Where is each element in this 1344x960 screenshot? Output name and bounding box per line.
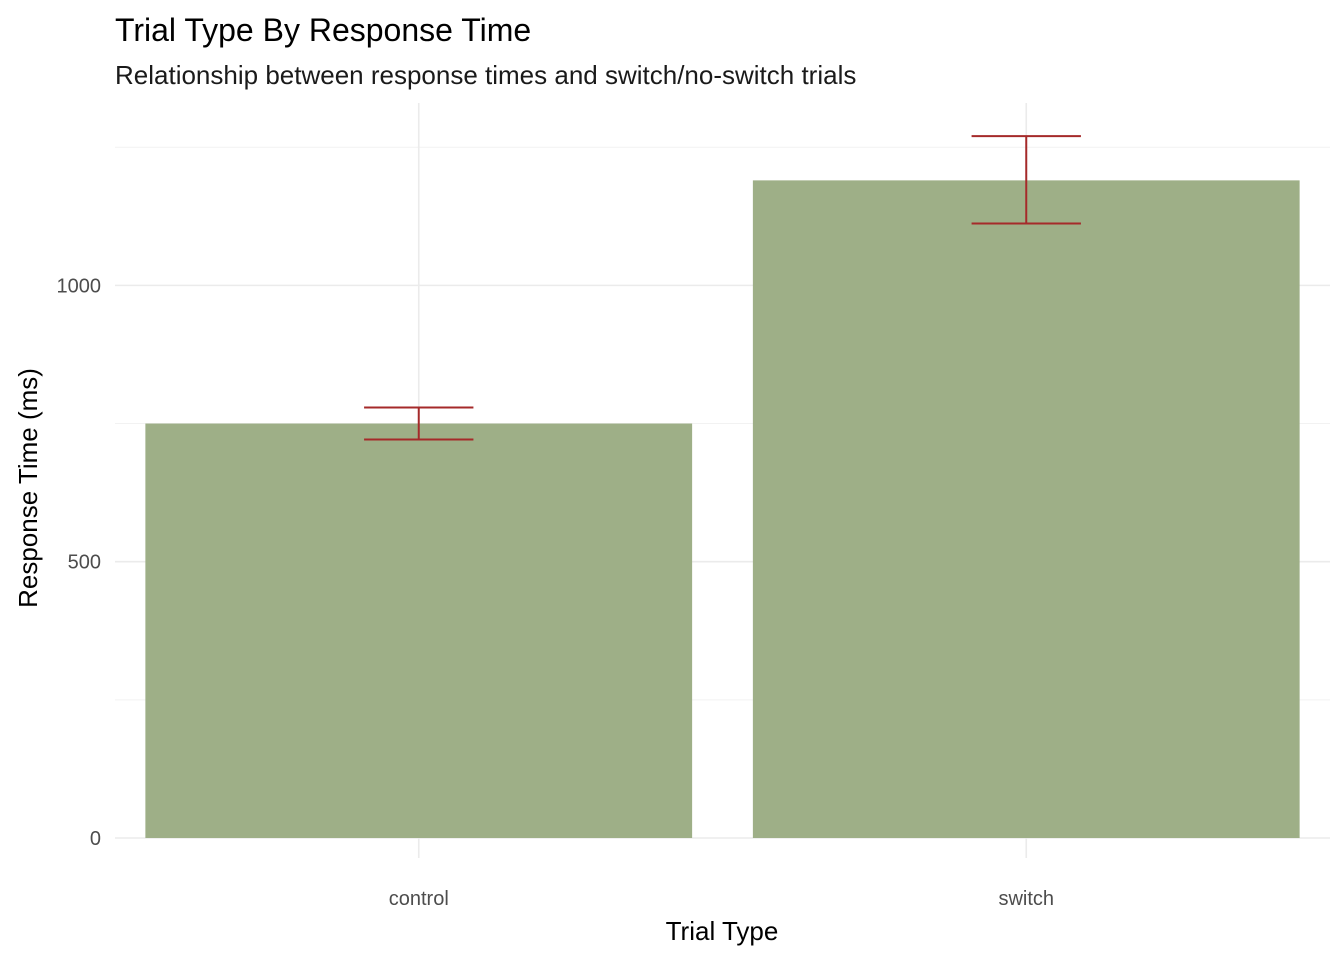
y-tick-label: 0 — [90, 828, 101, 850]
x-tick-label: control — [389, 888, 449, 910]
error-bar-control — [364, 406, 474, 441]
chart-subtitle: Relationship between response times and … — [115, 60, 856, 90]
x-tick-label: switch — [998, 888, 1054, 910]
y-tick-label: 500 — [68, 552, 101, 574]
x-axis-title: Trial Type — [666, 916, 779, 946]
error-bar-switch — [971, 135, 1081, 225]
bar-switch — [752, 180, 1300, 839]
bars — [145, 180, 1300, 839]
y-axis-ticks: 0 500 1000 — [57, 275, 102, 850]
bar-control — [145, 423, 693, 838]
y-tick-label: 1000 — [57, 275, 102, 297]
error-bars — [364, 135, 1081, 441]
chart-title: Trial Type By Response Time — [115, 12, 531, 48]
y-axis-title: Response Time (ms) — [13, 368, 43, 608]
x-axis-ticks: control switch — [389, 888, 1054, 910]
